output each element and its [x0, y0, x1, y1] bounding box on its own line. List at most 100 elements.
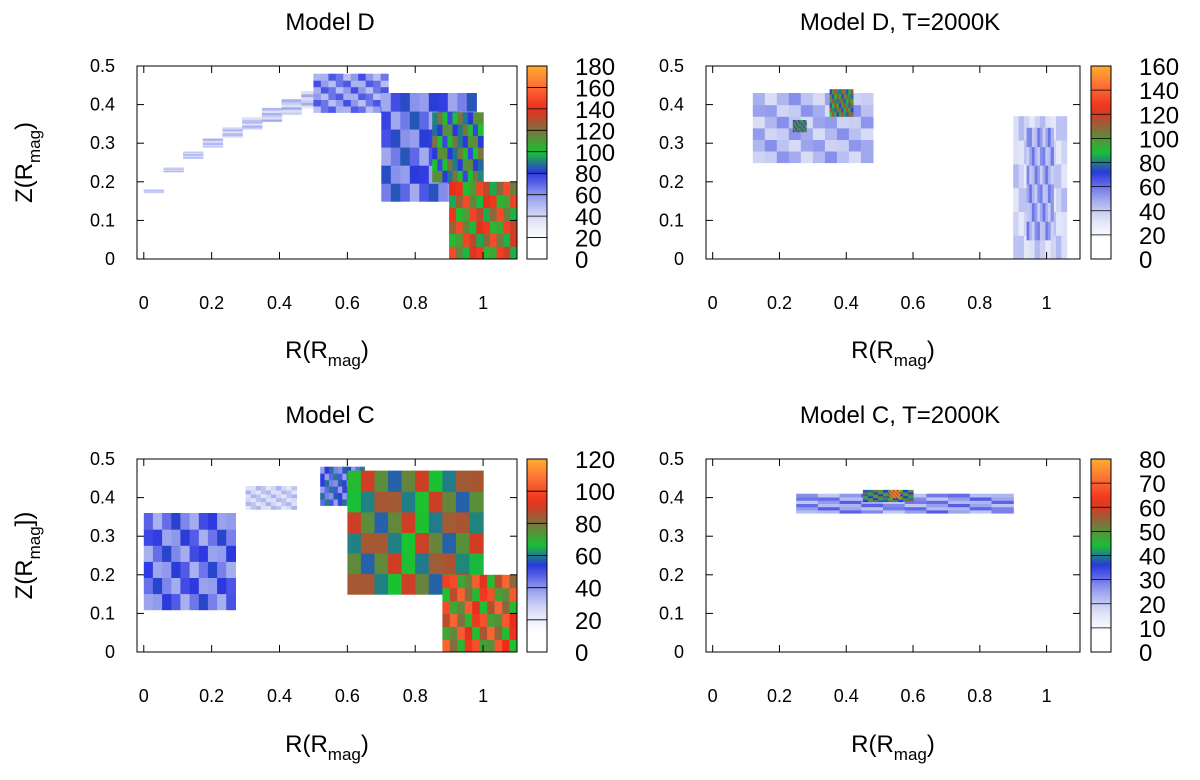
heatmap-cell: [1013, 116, 1020, 141]
heatmap-cell: [862, 499, 869, 502]
heatmap-cell: [898, 499, 904, 502]
heatmap-cell: [890, 489, 893, 492]
heatmap-cell: [462, 123, 469, 137]
heatmap-cell: [969, 500, 993, 504]
heatmap-cell: [301, 93, 322, 98]
heatmap-cell: [360, 532, 376, 554]
x-tick-label: 0.6: [901, 293, 926, 313]
heatmap-cell: [207, 561, 218, 578]
y-tick-label: 0.4: [90, 95, 115, 115]
heatmap-cell: [381, 147, 392, 166]
heatmap-cell: [286, 505, 292, 510]
heatmap-cell: [400, 93, 411, 112]
heatmap-cell: [469, 470, 484, 492]
heatmap-cell: [260, 501, 267, 506]
heatmap-cell: [1061, 140, 1068, 165]
heatmap-cell: [360, 573, 376, 595]
heatmap-cell: [798, 120, 801, 123]
heatmap-cell: [198, 513, 209, 530]
heatmap-cell: [868, 491, 874, 495]
heatmap-cell: [803, 122, 806, 125]
colorbar-tick-label: 80: [1139, 447, 1166, 474]
heatmap-cell: [812, 127, 826, 140]
heatmap-cell: [432, 135, 438, 148]
heatmap-cell: [502, 613, 511, 627]
colorbar-tick-label: 140: [575, 97, 615, 124]
heatmap-cell: [360, 470, 376, 492]
heatmap-cell: [861, 503, 884, 508]
heatmap-cell: [487, 639, 496, 652]
heatmap-cell: [503, 233, 511, 247]
heatmap-cell: [329, 466, 334, 474]
y-tick-label: 0.3: [90, 526, 115, 546]
heatmap-cell: [1026, 202, 1030, 222]
heatmap-cell: [449, 220, 457, 234]
heatmap-cell: [328, 105, 337, 113]
heatmap-cell: [1047, 183, 1052, 203]
heatmap-cell: [342, 492, 348, 500]
heatmap-cell: [442, 123, 449, 137]
heatmap-cell: [452, 170, 459, 183]
heatmap-cell: [261, 116, 283, 120]
heatmap-cell: [143, 529, 154, 546]
heatmap-cell: [281, 111, 302, 115]
heatmap-cell: [890, 492, 893, 495]
heatmap-cell: [281, 486, 287, 491]
heatmap-cell: [152, 545, 163, 562]
heatmap-cell: [381, 111, 392, 130]
heatmap-cell: [462, 194, 471, 209]
heatmap-cell: [926, 500, 949, 504]
heatmap-cell: [494, 574, 503, 589]
heatmap-cell: [1018, 116, 1025, 141]
heatmap-cell: [250, 505, 257, 510]
heatmap-cell: [897, 489, 900, 492]
heatmap-cell: [320, 80, 329, 88]
heatmap-cell: [281, 505, 287, 510]
heatmap-cell: [401, 470, 416, 492]
heatmap-cell: [788, 93, 802, 106]
heatmap-cell: [347, 470, 362, 492]
heatmap-cell: [472, 135, 479, 148]
heatmap-cell: [892, 495, 895, 497]
heatmap-cell: [202, 138, 224, 141]
heatmap-cell: [320, 73, 329, 81]
heatmap-cell: [898, 495, 904, 499]
heatmap-cell: [281, 101, 302, 105]
heatmap-cell: [409, 129, 420, 148]
heatmap-cell: [838, 102, 842, 108]
heatmap-cell: [883, 491, 889, 495]
heatmap-cell: [152, 513, 163, 530]
heatmap-cell: [464, 626, 473, 640]
heatmap-cell: [1031, 165, 1036, 185]
heatmap-cell: [1031, 221, 1036, 241]
heatmap-cell: [891, 489, 894, 492]
heatmap-cell: [400, 165, 411, 184]
heatmap-cell: [800, 127, 803, 131]
heatmap-cell: [409, 111, 420, 130]
heatmap-cell: [794, 127, 797, 131]
heatmap-cell: [839, 497, 862, 501]
heatmap-cell: [281, 501, 287, 506]
heatmap-cell: [1034, 183, 1038, 203]
heatmap-cell: [415, 573, 430, 595]
heatmap-cell: [862, 497, 869, 501]
heatmap-cell: [381, 129, 392, 148]
x-tick-label: 0: [708, 293, 718, 313]
heatmap-cell: [904, 500, 927, 504]
heatmap-cell: [897, 491, 900, 494]
panel-title: Model D: [285, 9, 374, 36]
heatmap-cell: [800, 150, 814, 164]
heatmap-cell: [442, 532, 457, 554]
heatmap-cell: [457, 147, 464, 160]
heatmap-cell: [432, 158, 438, 171]
heatmap-cell: [335, 73, 344, 81]
heatmap-cell: [365, 86, 374, 94]
heatmap-cell: [276, 493, 282, 499]
heatmap-cell: [796, 500, 819, 504]
heatmap-cell: [891, 493, 894, 496]
heatmap-cell: [428, 552, 443, 575]
heatmap-cell: [163, 171, 184, 173]
heatmap-cell: [898, 492, 901, 495]
heatmap-cell: [836, 150, 850, 164]
heatmap-cell: [1056, 187, 1062, 212]
